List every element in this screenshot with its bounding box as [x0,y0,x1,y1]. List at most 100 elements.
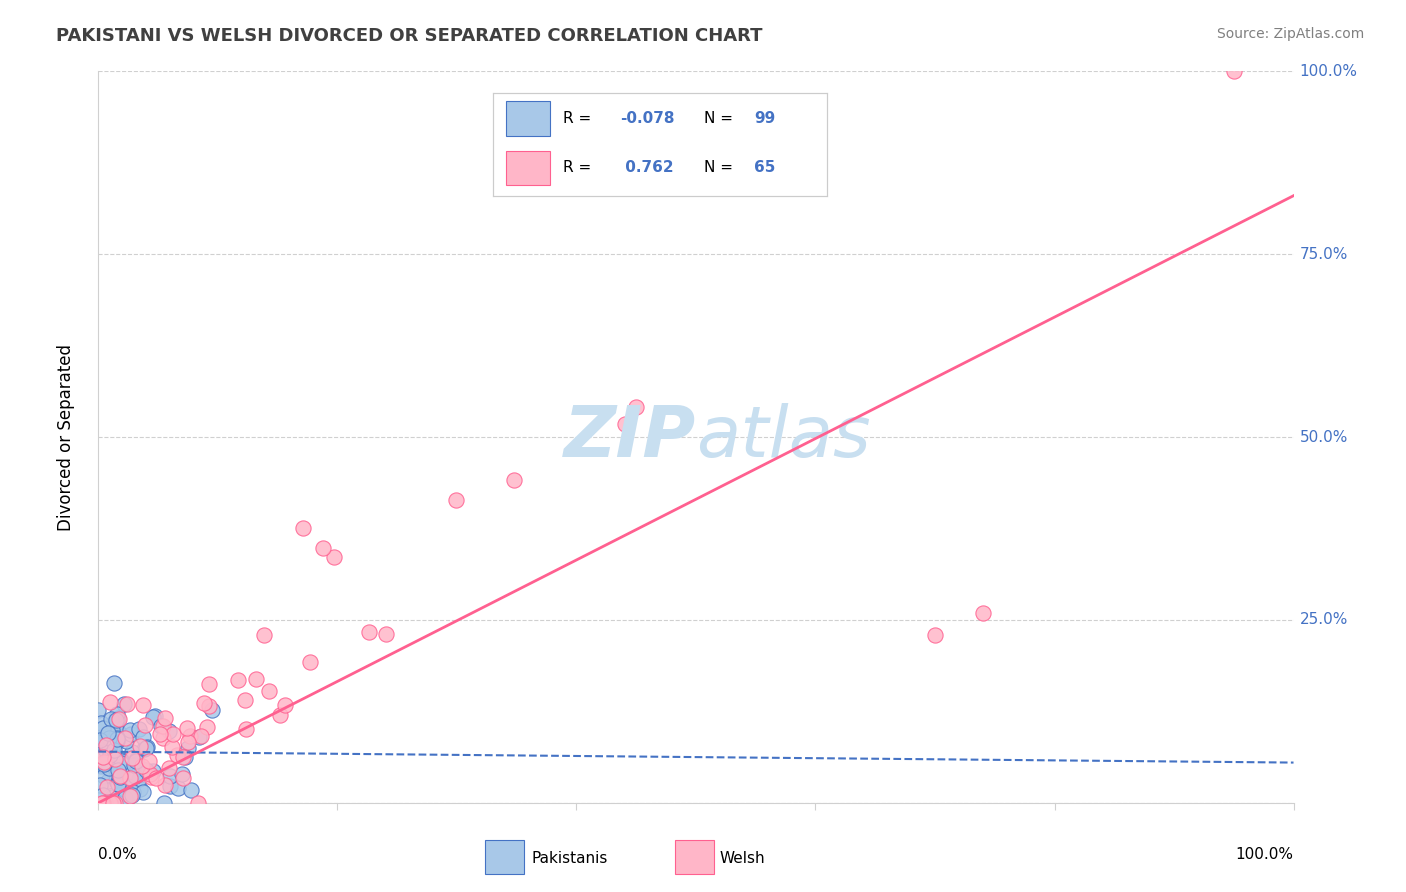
Point [94,754,117,768]
Point [98,762,121,776]
Text: atlas: atlas [696,402,870,472]
Point [131,762,153,776]
Point [120,723,142,737]
Point [924,627,946,641]
Point [91,796,114,810]
Point [100,751,122,765]
Point [143,708,166,723]
Point [97,773,120,788]
Point [121,745,143,759]
Text: ZIP: ZIP [564,402,696,472]
Point [94,796,117,810]
Point [142,764,165,778]
Point [91,721,114,735]
Point [101,715,124,730]
Point [103,743,125,757]
Point [96,744,118,758]
Point [503,473,526,487]
Point [138,754,160,768]
Point [235,723,257,737]
Point [89,732,111,747]
Point [152,731,174,746]
Point [110,754,132,768]
Point [105,731,128,745]
Point [228,673,250,688]
Point [107,777,129,791]
Point [190,729,212,743]
Point [122,758,145,772]
Point [626,401,648,415]
Y-axis label: Divorced or Separated: Divorced or Separated [56,343,75,531]
Point [96,780,118,794]
Point [97,727,120,741]
Point [93,755,115,769]
Point [157,761,180,775]
Text: 50.0%: 50.0% [1299,430,1348,444]
Point [108,712,131,726]
Point [176,721,198,735]
Point [174,750,197,764]
Point [121,750,143,764]
Point [110,770,132,784]
Point [105,733,128,747]
Point [152,719,174,733]
Point [107,777,129,791]
Point [257,684,280,698]
Point [105,772,128,787]
Point [98,750,121,764]
Point [120,727,142,741]
Point [233,693,256,707]
Point [159,780,181,794]
Point [172,772,194,786]
Point [132,742,155,756]
Point [101,739,124,754]
Point [1223,64,1246,78]
Point [98,742,121,756]
Point [136,764,159,779]
Point [107,771,129,785]
Point [177,740,200,755]
Point [142,710,165,724]
Text: 25.0%: 25.0% [1299,613,1348,627]
Point [135,763,157,777]
Point [114,731,136,746]
Point [131,759,153,773]
Point [323,549,346,564]
Point [97,739,120,753]
Point [105,757,128,772]
Point [117,779,139,793]
Point [93,769,115,783]
Point [96,755,118,769]
Point [90,715,112,730]
Point [115,734,138,748]
Point [162,727,184,741]
Point [108,725,131,739]
Point [180,782,202,797]
Point [298,655,321,669]
Point [91,750,114,764]
Point [107,764,129,778]
Point [157,723,180,738]
Point [101,723,124,738]
Point [159,769,181,783]
Point [112,698,135,712]
Point [101,796,124,810]
Point [91,758,114,772]
Point [187,730,209,744]
Point [198,677,221,691]
Point [110,756,132,771]
Point [104,761,127,775]
Point [125,754,148,768]
Point [132,730,155,744]
Text: 100.0%: 100.0% [1299,64,1358,78]
Point [97,725,120,739]
Point [359,625,381,640]
Point [103,676,125,690]
Point [614,417,637,431]
Point [104,750,127,764]
Point [134,718,156,732]
Point [120,771,142,785]
Point [162,739,184,754]
Point [187,796,209,810]
Point [135,741,157,756]
